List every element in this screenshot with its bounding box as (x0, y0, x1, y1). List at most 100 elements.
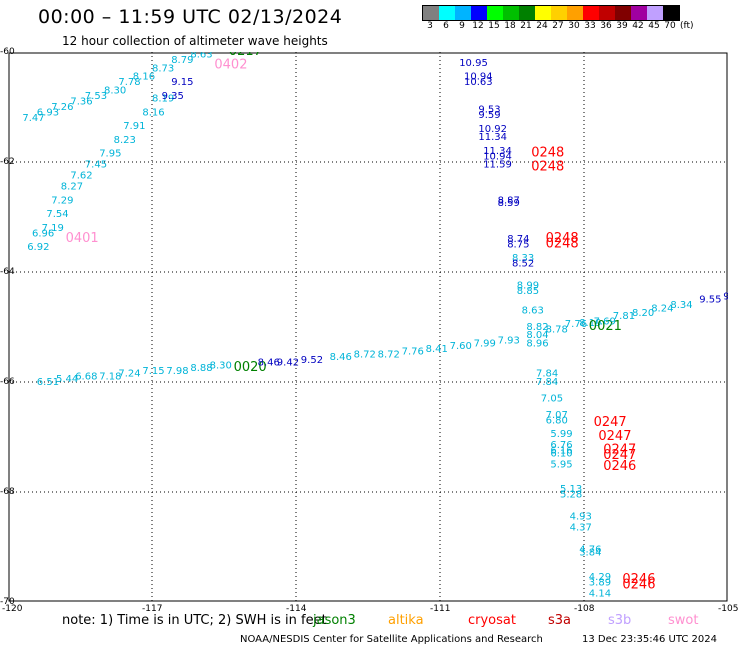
wave-height-label: 8.63 (190, 52, 212, 61)
wave-height-label: 6.16 (550, 446, 572, 457)
wave-height-label: 8.88 (190, 363, 212, 374)
wave-height-label: 8.87 (498, 195, 520, 206)
wave-height-label: 7.07 (546, 410, 568, 421)
pass-id-label: 0246 (622, 577, 655, 592)
wave-height-label: 11.59 (483, 160, 512, 171)
pass-id-label: 0402 (214, 58, 247, 73)
scale-color-cell (487, 6, 503, 20)
wave-height-label: 7.45 (85, 160, 107, 171)
pass-id-label: 0246 (622, 572, 655, 587)
wave-height-label: 8.33 (512, 253, 534, 264)
scale-label: 45 (648, 21, 660, 31)
scale-label: 24 (536, 21, 548, 31)
wave-height-label: 10.95 (459, 58, 488, 69)
wave-height-color-scale (422, 5, 680, 21)
wave-height-label: 8.96 (526, 338, 548, 349)
wave-height-label: 7.26 (51, 102, 73, 113)
wave-height-label: 6.10 (550, 448, 572, 459)
wave-height-label: 7.91 (123, 121, 145, 132)
scale-label: 42 (632, 21, 644, 31)
page-title: 00:00 – 11:59 UTC 02/13/2024 (38, 6, 343, 28)
wave-height-label: 9.55 (699, 294, 721, 305)
wave-height-label: 8.16 (133, 72, 155, 83)
scale-color-cell (663, 6, 679, 20)
wave-height-label: 7.15 (142, 366, 164, 377)
wave-height-label: 7.60 (450, 341, 472, 352)
satellite-legend-altika: altika (388, 613, 424, 628)
wave-height-label: 6.76 (550, 440, 572, 451)
longitude-label: -111 (430, 604, 451, 614)
wave-height-label: 7.84 (536, 377, 558, 388)
longitude-label: -117 (142, 604, 163, 614)
scale-label: 30 (568, 21, 580, 31)
scale-color-cell (599, 6, 615, 20)
wave-height-label: 8.19 (152, 94, 174, 105)
wave-height-label: 9.42 (277, 358, 299, 369)
scale-color-cell (647, 6, 663, 20)
pass-id-label: 0247 (603, 443, 636, 458)
wave-height-label: 7.53 (85, 91, 107, 102)
wave-height-label: 3.89 (589, 578, 611, 589)
page-subtitle: 12 hour collection of altimeter wave hei… (62, 34, 328, 48)
map-frame (8, 52, 728, 602)
scale-color-cell (615, 6, 631, 20)
wave-height-label: 8.59 (498, 198, 520, 209)
pass-id-label: 0248 (531, 146, 564, 161)
wave-height-label: 8.82 (526, 322, 548, 333)
latitude-label: -64 (0, 267, 15, 277)
latitude-label: -68 (0, 487, 15, 497)
latitude-label: -66 (0, 377, 15, 387)
longitude-label: -108 (574, 604, 595, 614)
wave-height-label: 7.69 (594, 316, 616, 327)
scale-color-cell (535, 6, 551, 20)
wave-height-label: 8.30 (210, 360, 232, 371)
wave-height-label: 8.63 (522, 305, 544, 316)
wave-height-label: 8.79 (171, 55, 193, 66)
wave-height-label: 8.73 (152, 63, 174, 74)
wave-height-label: 8.27 (61, 182, 83, 193)
wave-height-label: 11.34 (483, 146, 512, 157)
scale-label: 39 (616, 21, 628, 31)
footer-credit: NOAA/NESDIS Center for Satellite Applica… (240, 634, 543, 645)
scale-unit: (ft) (680, 21, 694, 31)
wave-height-label: 7.24 (118, 369, 140, 380)
wave-height-label: 9.15 (171, 77, 193, 88)
satellite-legend-s3a: s3a (548, 613, 572, 628)
wave-height-label: 8.19 (579, 318, 601, 329)
wave-height-label: 5.95 (550, 459, 572, 470)
wave-height-label: 7.62 (70, 171, 92, 182)
scale-label: 33 (584, 21, 596, 31)
wave-height-label: 8.52 (512, 259, 534, 270)
pass-id-label: 0246 (603, 459, 636, 474)
wave-height-label: 7.81 (613, 311, 635, 322)
note-text: note: 1) Time is in UTC; 2) SWH is in fe… (62, 613, 327, 628)
wave-height-label: 5.99 (550, 429, 572, 440)
longitude-label: -105 (718, 604, 739, 614)
wave-height-label: 8.46 (258, 358, 280, 369)
pass-id-label: 0401 (66, 231, 99, 246)
wave-height-label: 4.14 (589, 589, 611, 600)
wave-height-labels: 6.92 6.967.19 7.54 7.29 8.277.627.457.95 8.23… (22, 44, 739, 626)
wave-height-label: 9.7 (723, 292, 728, 303)
wave-height-label: 8.78 (546, 325, 568, 336)
wave-height-label: 7.93 (498, 336, 520, 347)
wave-height-label: 8.24 (651, 304, 673, 315)
wave-height-label: 7.76 (565, 319, 587, 330)
scale-label: 12 (472, 21, 484, 31)
latitude-label: -62 (0, 157, 15, 167)
scale-color-cell (567, 6, 583, 20)
wave-height-label: 8.99 (517, 281, 539, 292)
wave-height-label: 7.95 (99, 149, 121, 160)
scale-color-cell (551, 6, 567, 20)
scale-color-cell (519, 6, 535, 20)
wave-height-label: 3.84 (579, 547, 601, 558)
wave-height-label: 9.59 (478, 110, 500, 121)
wave-height-label: 9.53 (478, 105, 500, 116)
pass-id-label: 0247 (598, 429, 631, 444)
map-grid (8, 52, 728, 602)
wave-height-label: 11.34 (478, 132, 507, 143)
scale-label: 36 (600, 21, 612, 31)
wave-height-label: 8.20 (632, 308, 654, 319)
wave-height-label: 7.18 (99, 371, 121, 382)
pass-id-label: 0248 (546, 231, 579, 246)
